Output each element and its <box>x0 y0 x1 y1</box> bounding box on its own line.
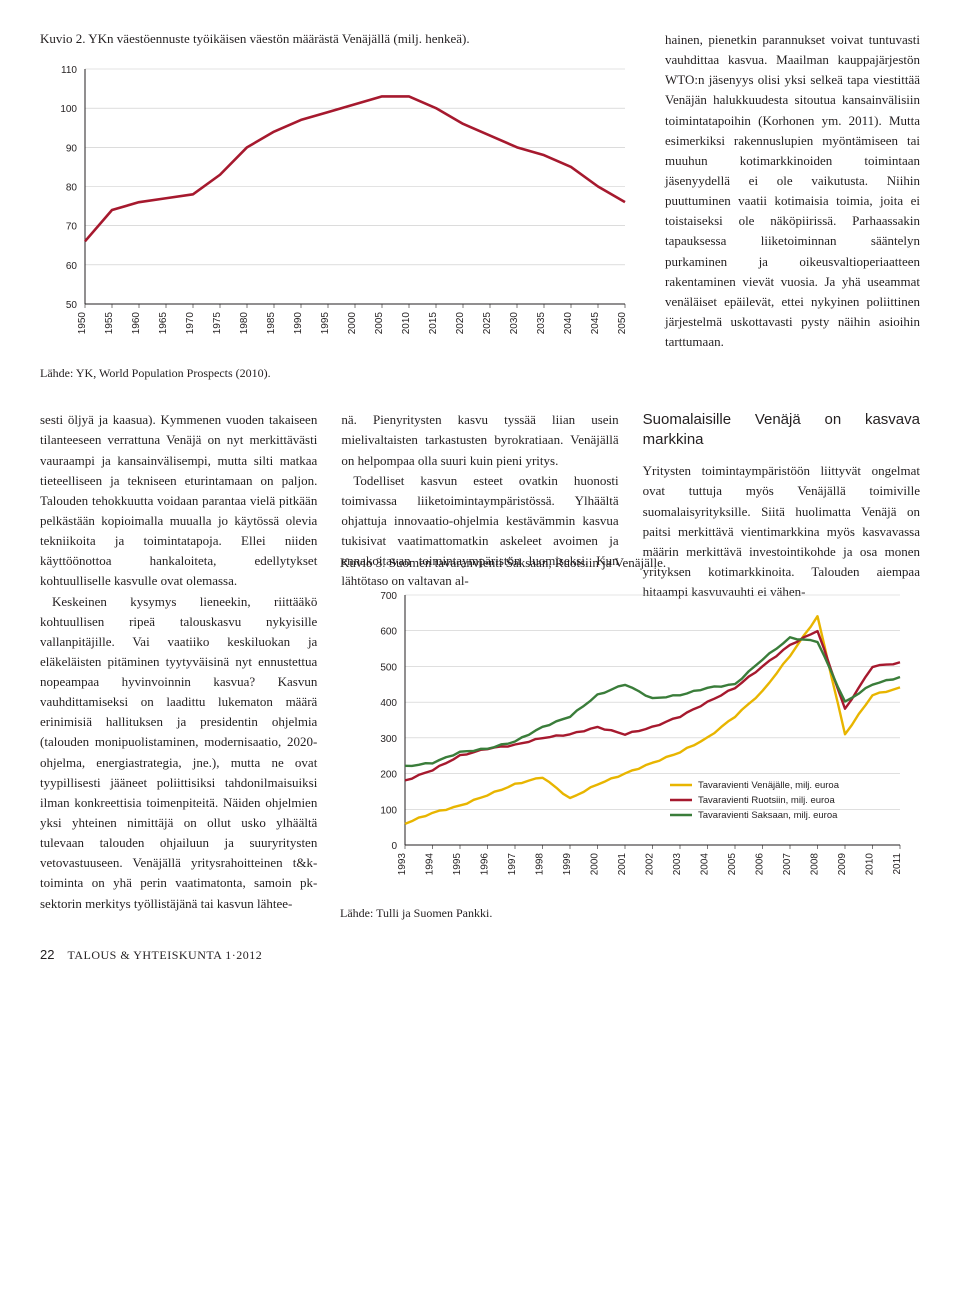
svg-text:1994: 1994 <box>425 852 436 875</box>
svg-text:400: 400 <box>380 698 397 709</box>
svg-text:700: 700 <box>380 591 397 602</box>
svg-text:1995: 1995 <box>452 852 463 875</box>
svg-text:2035: 2035 <box>536 311 547 334</box>
svg-text:2008: 2008 <box>810 852 821 875</box>
svg-text:2030: 2030 <box>509 311 520 334</box>
svg-text:2010: 2010 <box>401 311 412 334</box>
svg-text:1965: 1965 <box>158 311 169 334</box>
svg-text:90: 90 <box>66 143 78 154</box>
svg-text:2007: 2007 <box>782 852 793 875</box>
svg-text:1990: 1990 <box>293 311 304 334</box>
svg-text:100: 100 <box>60 104 77 115</box>
svg-text:0: 0 <box>391 841 397 852</box>
svg-text:50: 50 <box>66 300 78 311</box>
svg-text:2045: 2045 <box>590 311 601 334</box>
page-number: 22 <box>40 947 54 962</box>
svg-text:1985: 1985 <box>266 311 277 334</box>
svg-text:1970: 1970 <box>185 311 196 334</box>
svg-text:Tavaravienti Venäjälle, milj.: Tavaravienti Venäjälle, milj. euroa <box>698 780 840 791</box>
svg-text:600: 600 <box>380 626 397 637</box>
chart2-source: Lähde: YK, World Population Prospects (2… <box>40 365 635 382</box>
svg-text:2005: 2005 <box>727 852 738 875</box>
col3-p1: Yritysten toimintaympäristöön liittyvät … <box>643 461 920 602</box>
svg-text:2001: 2001 <box>617 852 628 875</box>
svg-text:2040: 2040 <box>563 311 574 334</box>
svg-text:1993: 1993 <box>397 852 408 875</box>
svg-text:100: 100 <box>380 805 397 816</box>
svg-text:2003: 2003 <box>672 852 683 875</box>
svg-text:2050: 2050 <box>617 311 628 334</box>
svg-text:200: 200 <box>380 769 397 780</box>
svg-text:1980: 1980 <box>239 311 250 334</box>
svg-text:80: 80 <box>66 182 78 193</box>
side-paragraph: hainen, pienetkin parannukset voivat tun… <box>665 30 920 352</box>
col1-p2: Keskeinen kysymys lieneekin, riittääkö k… <box>40 592 317 914</box>
top-row: Kuvio 2. YKn väestöennuste työikäisen vä… <box>40 30 920 382</box>
svg-text:110: 110 <box>61 65 77 76</box>
svg-text:1960: 1960 <box>131 311 142 334</box>
chart2-svg: 50 60 70 80 90 100 110 1950 1955 1960 1965 1970 1975… <box>40 59 635 359</box>
svg-text:1998: 1998 <box>535 852 546 875</box>
magazine-name: TALOUS & YHTEISKUNTA 1·2012 <box>67 948 262 962</box>
col1-p1: sesti öljyä ja kaasua). Kymmenen vuoden … <box>40 410 317 591</box>
side-column: hainen, pienetkin parannukset voivat tun… <box>665 30 920 382</box>
svg-text:2025: 2025 <box>482 311 493 334</box>
chart2-block: Kuvio 2. YKn väestöennuste työikäisen vä… <box>40 30 635 382</box>
chart3-svg: 0 100 200 300 400 500 600 700 1993 1994 1995 1996 19… <box>350 585 910 895</box>
col2-p1: nä. Pienyritysten kasvu tyssää liian use… <box>341 410 618 470</box>
svg-text:2015: 2015 <box>428 311 439 334</box>
svg-text:2020: 2020 <box>455 311 466 334</box>
svg-text:1955: 1955 <box>104 311 115 334</box>
svg-text:1950: 1950 <box>77 311 88 334</box>
svg-text:2002: 2002 <box>645 852 656 875</box>
svg-text:2000: 2000 <box>590 852 601 875</box>
svg-text:Tavaravienti Ruotsiin, milj. e: Tavaravienti Ruotsiin, milj. euroa <box>698 795 835 806</box>
chart2-title: Kuvio 2. YKn väestöennuste työikäisen vä… <box>40 30 635 49</box>
svg-text:70: 70 <box>66 222 78 233</box>
svg-text:300: 300 <box>380 733 397 744</box>
svg-text:2009: 2009 <box>837 852 848 875</box>
svg-text:1975: 1975 <box>212 311 223 334</box>
svg-text:1995: 1995 <box>320 311 331 334</box>
col3-heading: Suomalaisille Venäjä on kasvava markkina <box>643 410 920 449</box>
svg-text:2004: 2004 <box>700 852 711 875</box>
svg-text:60: 60 <box>66 261 78 272</box>
svg-text:2006: 2006 <box>755 852 766 875</box>
svg-text:Tavaravienti Saksaan, milj. eu: Tavaravienti Saksaan, milj. euroa <box>698 810 838 821</box>
svg-text:2011: 2011 <box>892 852 903 874</box>
svg-text:1996: 1996 <box>480 852 491 875</box>
svg-text:500: 500 <box>380 662 397 673</box>
svg-text:1997: 1997 <box>507 852 518 875</box>
svg-text:1999: 1999 <box>562 852 573 875</box>
svg-text:2005: 2005 <box>374 311 385 334</box>
svg-text:2000: 2000 <box>347 311 358 334</box>
chart3-block: Kuvio 3. Suomen tavaranvienti Saksaan, R… <box>340 554 920 922</box>
chart3-source: Lähde: Tulli ja Suomen Pankki. <box>340 905 920 922</box>
page-footer: 22 TALOUS & YHTEISKUNTA 1·2012 <box>40 946 920 965</box>
svg-text:2010: 2010 <box>865 852 876 875</box>
